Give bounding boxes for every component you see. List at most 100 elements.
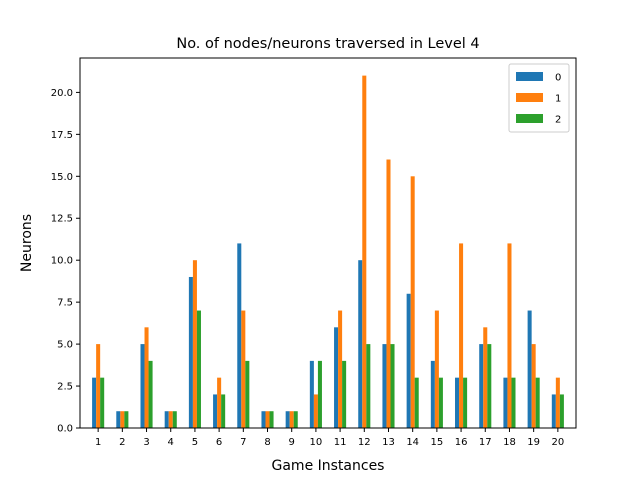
- bar-series-1-instance-18: [507, 243, 512, 428]
- x-tick-label: 18: [503, 437, 516, 448]
- legend-label-0: 0: [555, 73, 561, 84]
- bar-series-1-instance-13: [386, 159, 391, 428]
- bar-series-0-instance-16: [455, 377, 460, 428]
- bar-series-2-instance-7: [245, 360, 250, 428]
- x-tick-label: 11: [334, 437, 347, 448]
- bar-series-0-instance-2: [116, 411, 121, 428]
- bar-series-2-instance-6: [221, 394, 226, 428]
- bar-series-0-instance-4: [164, 411, 169, 428]
- x-tick-label: 4: [168, 437, 174, 448]
- bar-series-2-instance-18: [511, 377, 516, 428]
- bar-series-0-instance-18: [503, 377, 508, 428]
- bar-series-2-instance-5: [196, 310, 201, 428]
- legend: 0 1 2: [508, 63, 570, 133]
- y-tick-label: 10.0: [51, 256, 73, 267]
- bar-series-0-instance-9: [285, 411, 290, 428]
- bar-series-2-instance-10: [317, 360, 322, 428]
- bar-series-0-instance-12: [358, 260, 363, 428]
- bar-series-2-instance-13: [390, 344, 395, 428]
- legend-label-2: 2: [555, 115, 561, 126]
- bar-series-0-instance-19: [527, 310, 532, 428]
- bar-series-1-instance-19: [531, 344, 536, 428]
- bar-series-0-instance-3: [140, 344, 145, 428]
- bar-series-1-instance-5: [192, 260, 197, 428]
- y-tick-label: 20.0: [51, 88, 73, 99]
- bar-series-2-instance-19: [535, 377, 540, 428]
- legend-swatch-2: [516, 114, 543, 123]
- x-tick-label: 12: [358, 437, 371, 448]
- bar-series-1-instance-20: [555, 377, 560, 428]
- x-tick-label: 20: [551, 437, 564, 448]
- bars-group: [92, 75, 564, 429]
- bar-series-2-instance-1: [100, 377, 105, 428]
- bar-series-0-instance-20: [551, 394, 556, 428]
- y-tick-label: 12.5: [51, 214, 73, 225]
- bar-series-0-instance-7: [237, 243, 242, 428]
- bar-series-0-instance-8: [261, 411, 266, 428]
- y-axis: 0.0 2.5 5.0 7.5 10.0 12.5 15.0 17.5 20.0: [51, 88, 80, 435]
- bar-series-0-instance-6: [213, 394, 218, 428]
- x-tick-label: 16: [455, 437, 468, 448]
- x-tick-label: 5: [192, 437, 198, 448]
- x-axis-title: Game Instances: [272, 458, 385, 474]
- x-axis: 1 2 3 4 5 6 7 8 9 10 11 12 13 14 15 16 17 18 19 20: [95, 428, 564, 448]
- bar-series-0-instance-15: [430, 360, 435, 428]
- bar-series-2-instance-4: [172, 411, 177, 428]
- bar-series-2-instance-20: [559, 394, 564, 428]
- legend-swatch-0: [516, 72, 543, 81]
- bar-series-2-instance-16: [463, 377, 468, 428]
- legend-label-1: 1: [555, 94, 561, 105]
- bar-series-2-instance-9: [293, 411, 298, 428]
- x-tick-label: 17: [479, 437, 492, 448]
- y-tick-label: 7.5: [57, 298, 73, 309]
- bar-series-0-instance-1: [92, 377, 97, 428]
- bar-series-2-instance-15: [438, 377, 443, 428]
- bar-series-1-instance-7: [241, 310, 246, 428]
- bar-series-1-instance-14: [410, 176, 415, 428]
- y-tick-label: 5.0: [57, 340, 73, 351]
- y-tick-label: 2.5: [57, 382, 73, 393]
- y-tick-label: 15.0: [51, 172, 73, 183]
- bar-series-1-instance-8: [265, 411, 270, 428]
- bar-series-1-instance-6: [217, 377, 222, 428]
- chart-title: No. of nodes/neurons traversed in Level …: [176, 36, 479, 52]
- x-tick-label: 10: [310, 437, 323, 448]
- bar-series-1-instance-10: [313, 394, 318, 428]
- bar-series-2-instance-2: [124, 411, 129, 428]
- bar-series-1-instance-2: [120, 411, 125, 428]
- x-tick-label: 1: [95, 437, 101, 448]
- legend-swatch-1: [516, 93, 543, 102]
- bar-series-0-instance-10: [309, 360, 314, 428]
- y-axis-title: Neurons: [19, 214, 35, 272]
- bar-series-2-instance-12: [366, 344, 371, 428]
- x-tick-label: 7: [240, 437, 246, 448]
- x-tick-label: 15: [431, 437, 444, 448]
- bar-series-1-instance-1: [96, 344, 101, 428]
- bar-series-0-instance-11: [334, 327, 339, 428]
- x-tick-label: 9: [289, 437, 295, 448]
- bar-series-1-instance-4: [168, 411, 173, 428]
- x-tick-label: 19: [527, 437, 540, 448]
- bar-series-2-instance-3: [148, 360, 153, 428]
- x-tick-label: 6: [216, 437, 222, 448]
- bar-series-1-instance-12: [362, 75, 367, 429]
- x-tick-label: 8: [264, 437, 270, 448]
- bar-series-2-instance-8: [269, 411, 274, 428]
- bar-series-0-instance-5: [188, 276, 193, 428]
- bar-series-1-instance-17: [483, 327, 488, 428]
- bar-series-1-instance-9: [289, 411, 294, 428]
- bar-series-1-instance-15: [434, 310, 439, 428]
- bar-series-1-instance-3: [144, 327, 149, 428]
- bar-series-0-instance-13: [382, 344, 387, 428]
- y-tick-label: 0.0: [57, 424, 73, 435]
- x-tick-label: 2: [119, 437, 125, 448]
- bar-series-0-instance-17: [479, 344, 484, 428]
- x-tick-label: 3: [143, 437, 149, 448]
- bar-series-1-instance-16: [459, 243, 464, 428]
- x-tick-label: 13: [382, 437, 395, 448]
- bar-series-1-instance-11: [338, 310, 343, 428]
- bar-series-2-instance-17: [487, 344, 492, 428]
- bar-series-2-instance-14: [414, 377, 419, 428]
- bar-series-0-instance-14: [406, 293, 411, 428]
